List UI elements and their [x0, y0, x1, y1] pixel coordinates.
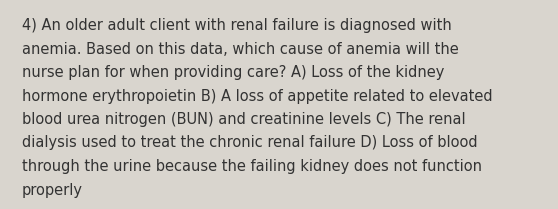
Text: nurse plan for when providing care? A) Loss of the kidney: nurse plan for when providing care? A) L… [22, 65, 444, 80]
Text: blood urea nitrogen (BUN) and creatinine levels C) The renal: blood urea nitrogen (BUN) and creatinine… [22, 112, 465, 127]
Text: properly: properly [22, 182, 83, 198]
Text: dialysis used to treat the chronic renal failure D) Loss of blood: dialysis used to treat the chronic renal… [22, 135, 478, 150]
Text: through the urine because the failing kidney does not function: through the urine because the failing ki… [22, 159, 482, 174]
Text: 4) An older adult client with renal failure is diagnosed with: 4) An older adult client with renal fail… [22, 18, 452, 33]
Text: hormone erythropoietin B) A loss of appetite related to elevated: hormone erythropoietin B) A loss of appe… [22, 88, 493, 103]
Text: anemia. Based on this data, which cause of anemia will the: anemia. Based on this data, which cause … [22, 42, 459, 56]
